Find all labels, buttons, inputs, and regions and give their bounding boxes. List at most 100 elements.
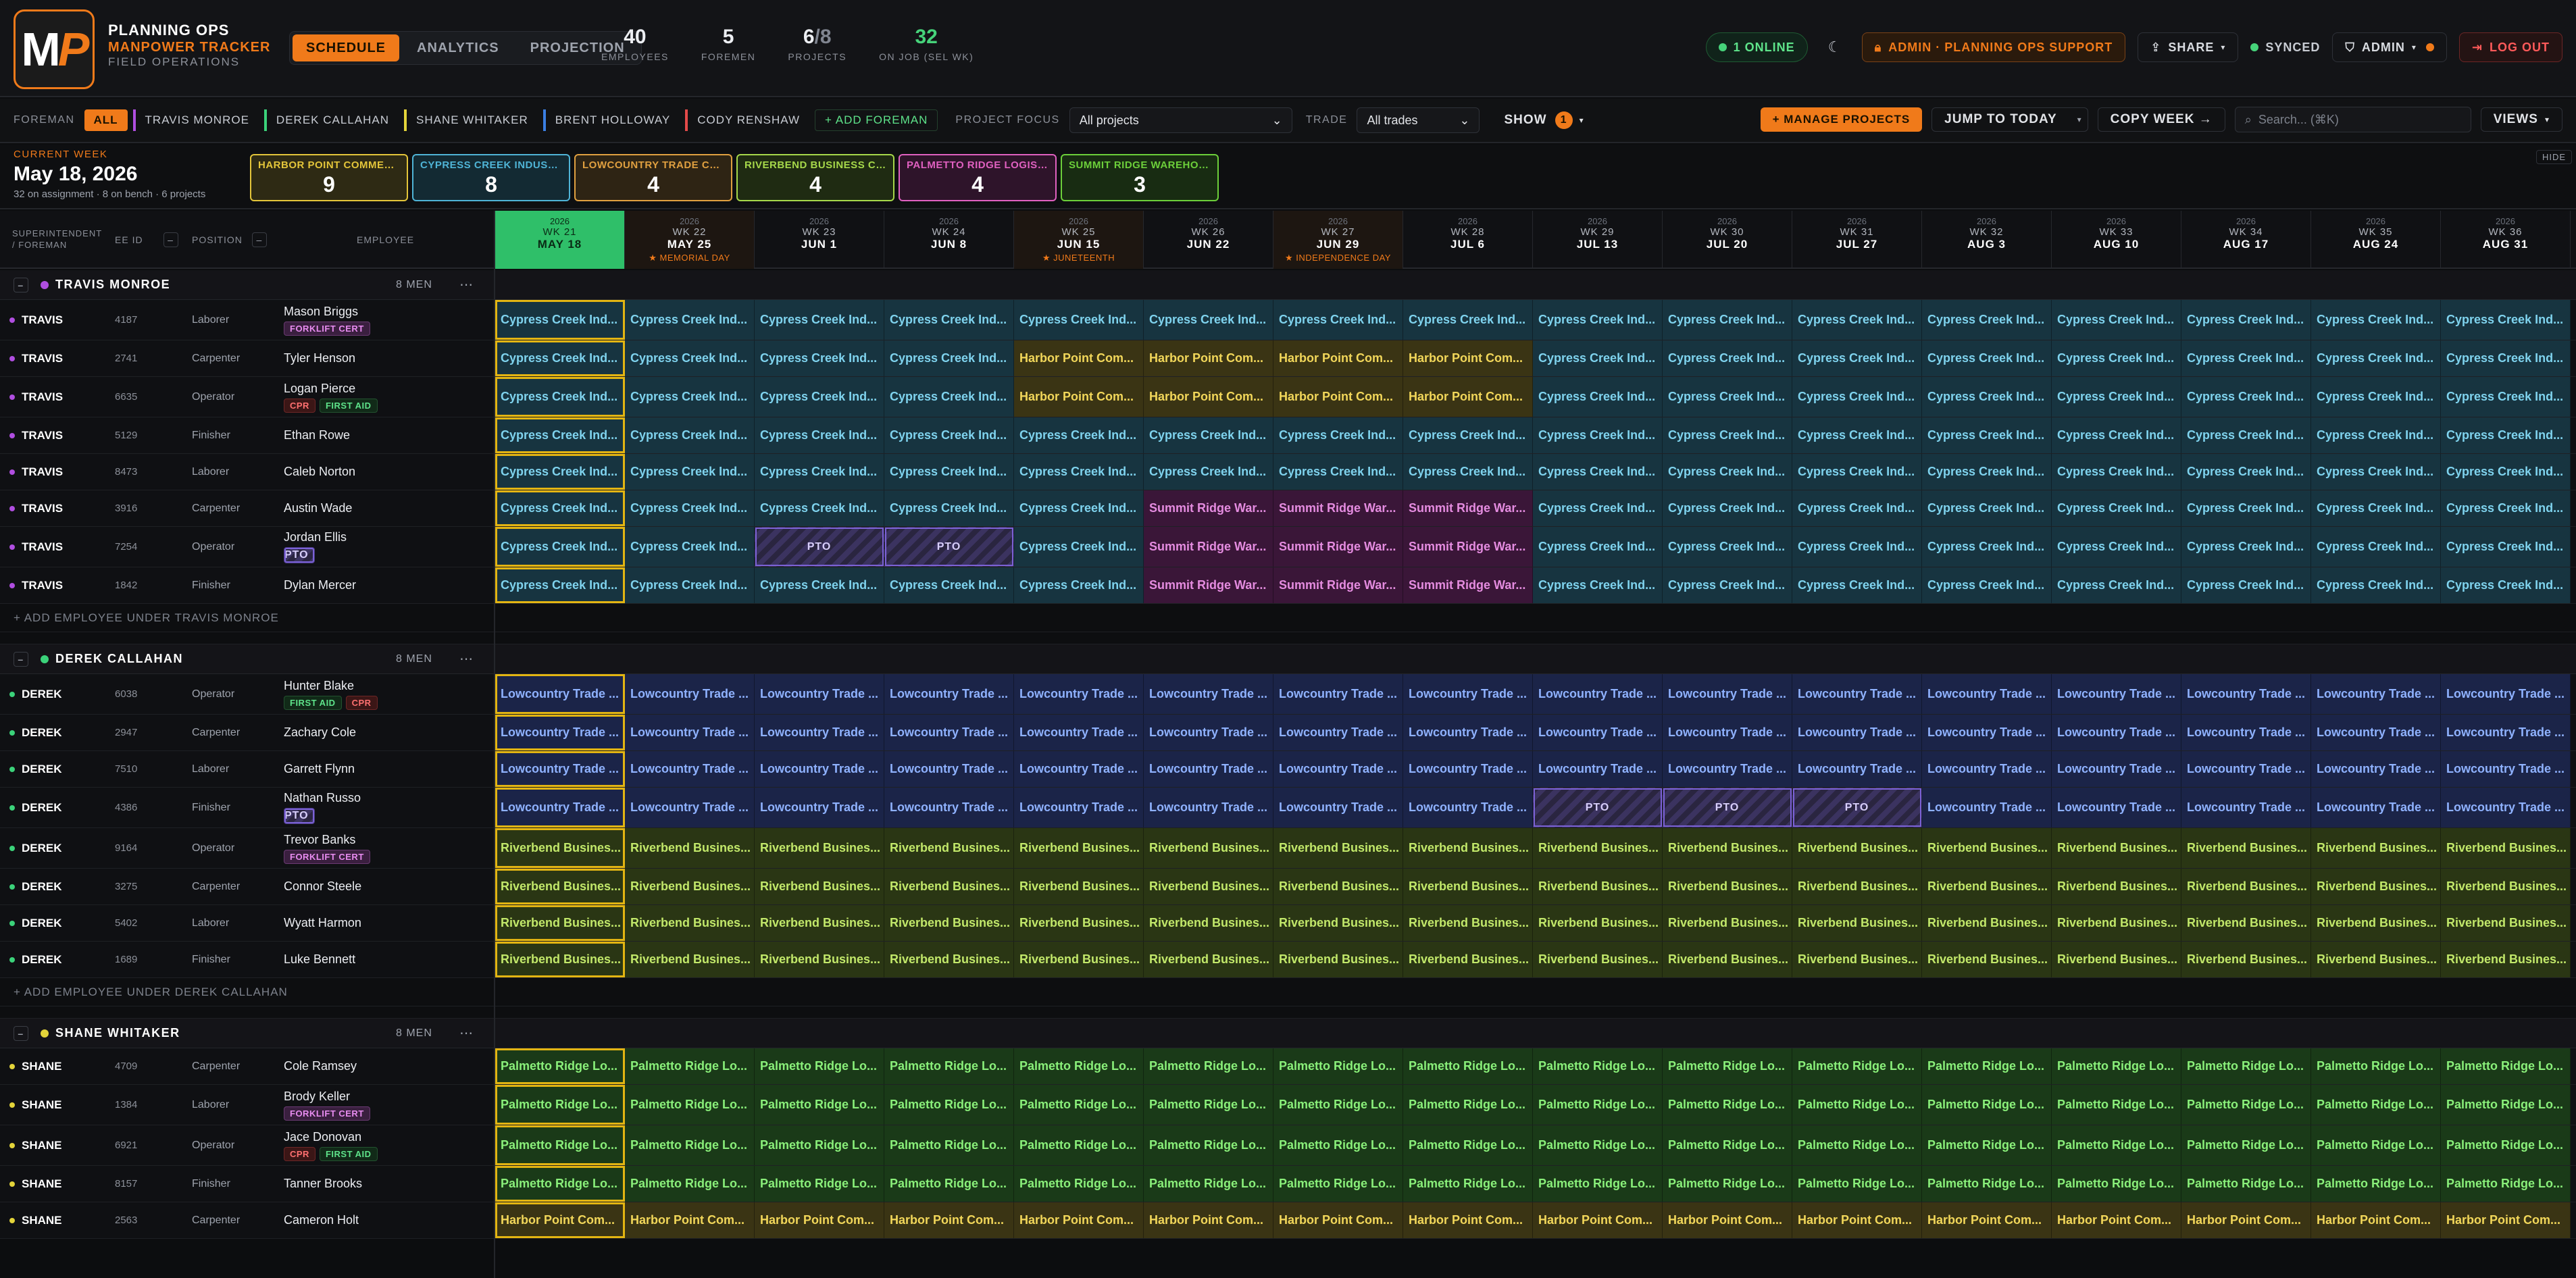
assignment-cell[interactable]: Cypress Creek Ind... — [1792, 527, 1922, 567]
assignment-cell[interactable]: Riverbend Busines... — [884, 905, 1014, 941]
assignment-cell[interactable]: Palmetto Ridge Lo... — [625, 1085, 755, 1125]
assignment-cell[interactable]: Cypress Creek Ind... — [1922, 490, 2052, 526]
assignment-cell[interactable]: Harbor Point Com... — [1014, 377, 1144, 417]
assignment-cell[interactable]: Lowcountry Trade ... — [755, 788, 884, 827]
assignment-cell[interactable]: Cypress Creek Ind... — [1014, 527, 1144, 567]
assignment-cell[interactable]: Lowcountry Trade ... — [1014, 788, 1144, 827]
project-card[interactable]: PALMETTO RIDGE LOGIST... 4 — [899, 154, 1057, 201]
collapse-icon[interactable]: – — [163, 232, 178, 247]
assignment-cell[interactable]: Lowcountry Trade ... — [495, 751, 625, 787]
assignment-cell[interactable]: Palmetto Ridge Lo... — [1792, 1125, 1922, 1165]
employee-name-cell[interactable]: Austin Wade — [284, 490, 352, 526]
assignment-cell[interactable]: Palmetto Ridge Lo... — [2311, 1166, 2441, 1202]
assignment-cell[interactable]: Riverbend Busines... — [1014, 828, 1144, 868]
assignment-cell[interactable]: Palmetto Ridge Lo... — [1663, 1085, 1792, 1125]
assignment-cell[interactable]: Cypress Creek Ind... — [1403, 417, 1533, 453]
assignment-cell[interactable]: Cypress Creek Ind... — [495, 454, 625, 490]
assignment-cell[interactable]: Lowcountry Trade ... — [2052, 674, 2181, 714]
col-position[interactable]: POSITION – — [192, 211, 279, 269]
assignment-cell[interactable]: Riverbend Busines... — [1922, 869, 2052, 904]
assignment-cell[interactable]: Riverbend Busines... — [2441, 869, 2571, 904]
assignment-cell[interactable]: Lowcountry Trade ... — [1144, 751, 1273, 787]
assignment-cell[interactable]: Cypress Creek Ind... — [2052, 490, 2181, 526]
add-employee-row[interactable]: + ADD EMPLOYEE UNDER TRAVIS MONROE — [0, 604, 2576, 632]
assignment-cell[interactable]: Palmetto Ridge Lo... — [1922, 1048, 2052, 1084]
assignment-cell[interactable]: Cypress Creek Ind... — [1014, 300, 1144, 340]
assignment-cell[interactable]: Cypress Creek Ind... — [1792, 454, 1922, 490]
collapse-icon[interactable]: – — [251, 232, 267, 247]
assignment-cell[interactable]: Lowcountry Trade ... — [1533, 674, 1663, 714]
assignment-cell[interactable]: Riverbend Busines... — [495, 828, 625, 868]
assignment-cell[interactable]: Summit Ridge War... — [1273, 527, 1403, 567]
assignment-cell[interactable]: Riverbend Busines... — [1533, 828, 1663, 868]
assignment-cell[interactable]: Palmetto Ridge Lo... — [755, 1048, 884, 1084]
more-options-icon[interactable]: ⋯ — [459, 652, 473, 667]
assignment-cell[interactable]: Palmetto Ridge Lo... — [1792, 1166, 1922, 1202]
assignment-cell[interactable]: Cypress Creek Ind... — [625, 454, 755, 490]
assignment-cell[interactable]: Cypress Creek Ind... — [1273, 300, 1403, 340]
assignment-cell[interactable]: Cypress Creek Ind... — [2311, 417, 2441, 453]
assignment-cell[interactable]: Riverbend Busines... — [2441, 942, 2571, 977]
col-ee-id[interactable]: EE ID – — [115, 211, 191, 269]
assignment-cell[interactable]: Cypress Creek Ind... — [1533, 377, 1663, 417]
assignment-cell[interactable]: Lowcountry Trade ... — [2311, 715, 2441, 750]
employee-name-cell[interactable]: Mason Briggs FORKLIFT CERT — [284, 300, 370, 340]
assignment-cell[interactable]: Cypress Creek Ind... — [2441, 490, 2571, 526]
week-header[interactable]: 2026 WK 23 JUN 1 — [755, 211, 884, 269]
assignment-cell[interactable]: Cypress Creek Ind... — [2052, 377, 2181, 417]
assignment-cell[interactable]: Riverbend Busines... — [755, 869, 884, 904]
assignment-cell[interactable]: Cypress Creek Ind... — [2441, 454, 2571, 490]
assignment-cell[interactable]: Cypress Creek Ind... — [2311, 490, 2441, 526]
assignment-cell[interactable]: Riverbend Busines... — [2311, 905, 2441, 941]
assignment-cell[interactable]: Cypress Creek Ind... — [2181, 527, 2311, 567]
assignment-cell[interactable]: Cypress Creek Ind... — [495, 490, 625, 526]
assignment-cell[interactable]: Riverbend Busines... — [625, 942, 755, 977]
assignment-cell[interactable]: Palmetto Ridge Lo... — [1533, 1048, 1663, 1084]
assignment-cell[interactable]: Palmetto Ridge Lo... — [2181, 1085, 2311, 1125]
assignment-cell[interactable]: Cypress Creek Ind... — [1533, 300, 1663, 340]
assignment-cell[interactable]: Palmetto Ridge Lo... — [2441, 1166, 2571, 1202]
assignment-cell[interactable]: Lowcountry Trade ... — [1403, 674, 1533, 714]
assignment-cell[interactable]: Palmetto Ridge Lo... — [1144, 1048, 1273, 1084]
assignment-cell[interactable]: Riverbend Busines... — [1273, 905, 1403, 941]
jump-to-today-button[interactable]: JUMP TO TODAY ▾ — [1931, 107, 2088, 132]
assignment-cell[interactable]: Harbor Point Com... — [1273, 1202, 1403, 1238]
assignment-cell[interactable]: Cypress Creek Ind... — [884, 567, 1014, 603]
employee-name-cell[interactable]: Nathan Russo PTO — [284, 788, 361, 827]
employee-name-cell[interactable]: Logan Pierce CPR FIRST AID — [284, 377, 378, 417]
assignment-cell[interactable]: Harbor Point Com... — [1273, 340, 1403, 376]
assignment-cell[interactable]: Lowcountry Trade ... — [1922, 788, 2052, 827]
assignment-cell[interactable]: Cypress Creek Ind... — [2052, 527, 2181, 567]
assignment-cell[interactable]: Cypress Creek Ind... — [755, 567, 884, 603]
assignment-cell[interactable]: Lowcountry Trade ... — [2181, 751, 2311, 787]
assignment-cell[interactable]: Riverbend Busines... — [2181, 942, 2311, 977]
assignment-cell[interactable]: Lowcountry Trade ... — [755, 674, 884, 714]
assignment-cell[interactable]: Lowcountry Trade ... — [1403, 788, 1533, 827]
assignment-cell[interactable]: Lowcountry Trade ... — [2441, 674, 2571, 714]
assignment-cell[interactable]: Lowcountry Trade ... — [1014, 674, 1144, 714]
employee-name-cell[interactable]: Cameron Holt — [284, 1202, 359, 1238]
assignment-cell[interactable]: Riverbend Busines... — [1144, 905, 1273, 941]
trade-select[interactable]: All trades ⌄ — [1357, 107, 1480, 133]
assignment-cell[interactable]: Summit Ridge War... — [1144, 567, 1273, 603]
assignment-cell[interactable]: Cypress Creek Ind... — [1014, 417, 1144, 453]
assignment-cell[interactable]: Riverbend Busines... — [2181, 869, 2311, 904]
assignment-cell[interactable]: Lowcountry Trade ... — [884, 715, 1014, 750]
manage-projects-button[interactable]: + MANAGE PROJECTS — [1760, 107, 1923, 132]
assignment-cell[interactable]: Palmetto Ridge Lo... — [1922, 1085, 2052, 1125]
assignment-cell[interactable]: Cypress Creek Ind... — [2441, 340, 2571, 376]
assignment-cell[interactable]: Cypress Creek Ind... — [2181, 490, 2311, 526]
assignment-cell[interactable]: Cypress Creek Ind... — [2052, 454, 2181, 490]
assignment-cell[interactable]: Riverbend Busines... — [1922, 905, 2052, 941]
assignment-cell[interactable]: Cypress Creek Ind... — [2311, 377, 2441, 417]
week-header[interactable]: 2026 WK 32 AUG 3 — [1922, 211, 2052, 269]
employee-name-cell[interactable]: Ethan Rowe — [284, 417, 350, 453]
assignment-cell[interactable]: Riverbend Busines... — [1922, 828, 2052, 868]
assignment-cell[interactable]: Harbor Point Com... — [1144, 377, 1273, 417]
assignment-cell[interactable]: Palmetto Ridge Lo... — [1533, 1125, 1663, 1165]
assignment-cell[interactable]: Riverbend Busines... — [2052, 869, 2181, 904]
assignment-cell[interactable]: Riverbend Busines... — [1922, 942, 2052, 977]
tab-projection[interactable]: PROJECTION — [530, 40, 625, 55]
assignment-cell[interactable]: Cypress Creek Ind... — [884, 340, 1014, 376]
assignment-cell[interactable]: Palmetto Ridge Lo... — [1014, 1085, 1144, 1125]
